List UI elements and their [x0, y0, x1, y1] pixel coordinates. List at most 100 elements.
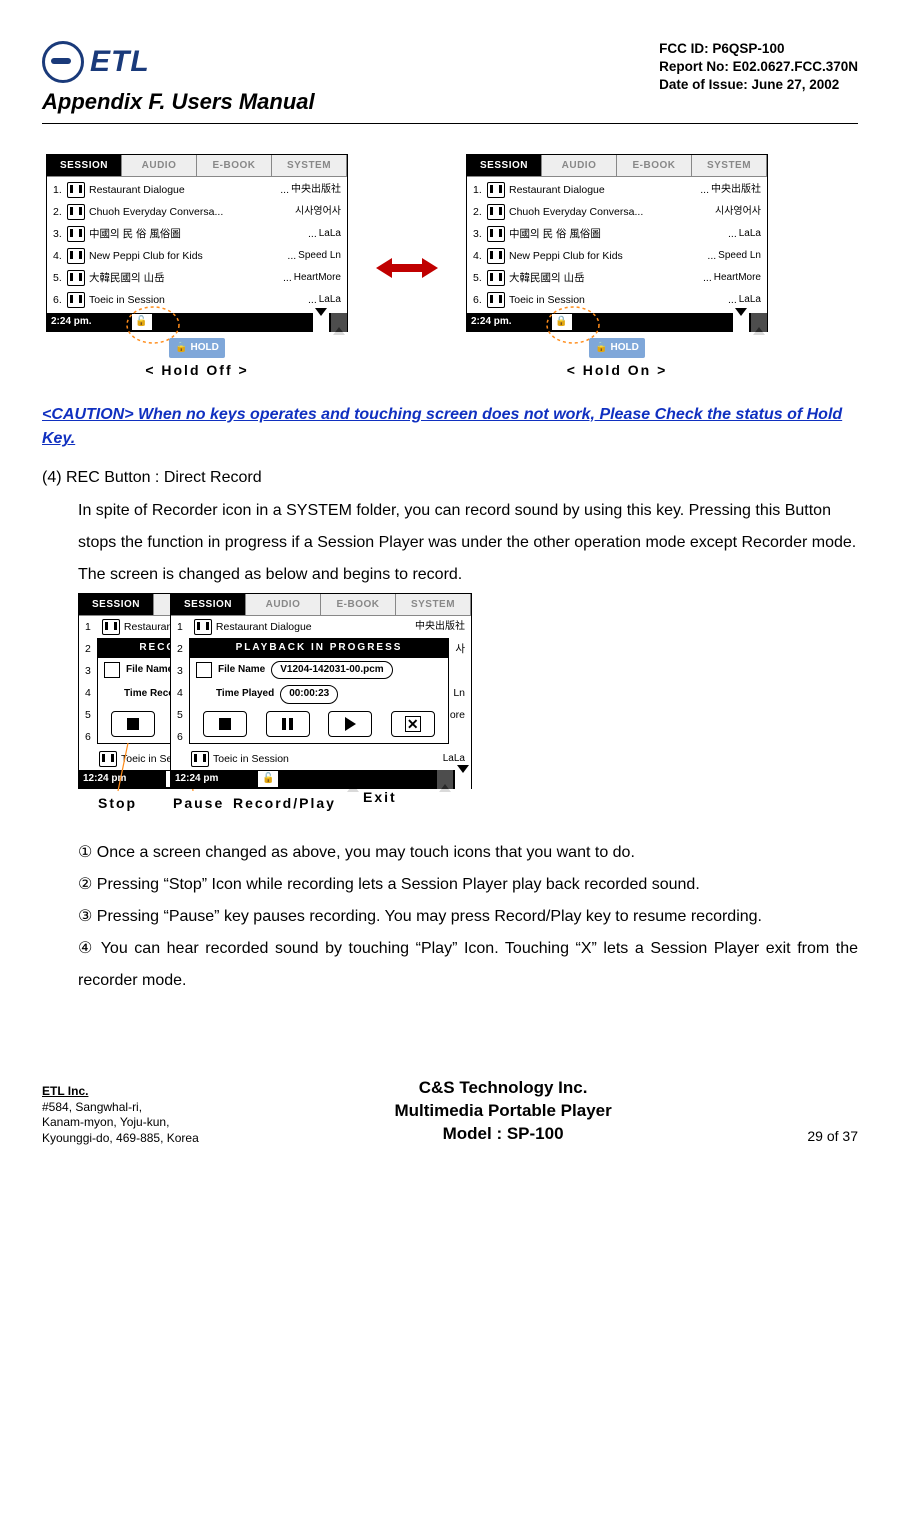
audio-file-icon: [487, 182, 505, 198]
play-button[interactable]: [328, 711, 372, 737]
list-item[interactable]: 3.中國의 民 俗 風俗圖...LaLa: [53, 223, 341, 245]
audio-file-icon: [487, 226, 505, 242]
footer-addr3: Kyounggi-do, 469-885, Korea: [42, 1131, 199, 1147]
scroll-up-icon[interactable]: [751, 313, 767, 332]
list-item[interactable]: 2.Chuoh Everyday Conversa...시사영어사: [53, 201, 341, 223]
status-time: 2:24 pm.: [471, 315, 512, 330]
caution-text: <CAUTION> When no keys operates and touc…: [42, 403, 858, 453]
rec-paragraph: In spite of Recorder icon in a SYSTEM fo…: [78, 495, 858, 591]
stop-button[interactable]: [203, 711, 247, 737]
list-item[interactable]: 3.中國의 民 俗 風俗圖...LaLa: [473, 223, 761, 245]
close-icon: ✕: [405, 716, 421, 732]
footer-center: C&S Technology Inc. Multimedia Portable …: [394, 1077, 611, 1146]
lock-open-icon: 🔓: [258, 771, 278, 787]
play-icon: [345, 717, 356, 731]
tab-ebook[interactable]: E-BOOK: [617, 155, 692, 177]
list-item[interactable]: 1.Restaurant Dialogue...中央出版社: [473, 179, 761, 201]
callouts: Stop Pause Record/Play Exit: [78, 793, 398, 811]
enum-4: ④ You can hear recorded sound by touchin…: [78, 933, 858, 997]
list-item[interactable]: 6.Toeic in Session...LaLa: [473, 289, 761, 311]
double-arrow-icon: [376, 256, 438, 280]
tab-audio[interactable]: AUDIO: [246, 594, 321, 616]
footer-addr1: #584, Sangwhal-ri,: [42, 1100, 199, 1116]
status-bar: 2:24 pm. 🔒: [467, 313, 767, 331]
list-item[interactable]: 5.大韓民國의 山岳...HeartMore: [53, 267, 341, 289]
list-item: 1 Restaurant Dialogue中央出版社: [171, 616, 471, 638]
scroll-down-icon[interactable]: [455, 770, 471, 789]
fcc-id: FCC ID: P6QSP-100: [659, 40, 858, 58]
enum-2: ② Pressing “Stop” Icon while recording l…: [78, 869, 858, 901]
file-name-label: File Name: [218, 663, 265, 678]
recorder-comparison: SESSION AUDIO E-BOOK SYSTEM 1 Restaurant…: [78, 593, 858, 793]
enum-1: ① Once a screen changed as above, you ma…: [78, 837, 858, 869]
list-item[interactable]: 4.New Peppi Club for Kids...Speed Ln: [473, 245, 761, 267]
tab-system[interactable]: SYSTEM: [692, 155, 767, 177]
audio-file-icon: [191, 751, 209, 767]
tab-session[interactable]: SESSION: [79, 594, 154, 616]
enumeration: ① Once a screen changed as above, you ma…: [78, 837, 858, 997]
pause-button[interactable]: [266, 711, 310, 737]
callout-pause: Pause: [173, 793, 224, 813]
status-bar: 2:24 pm. 🔓: [47, 313, 347, 331]
report-no: Report No: E02.0627.FCC.370N: [659, 58, 858, 76]
tabbar: SESSION AUDIO E-BOOK SYSTEM: [171, 594, 471, 616]
footer-product: Multimedia Portable Player: [394, 1100, 611, 1123]
audio-file-icon: [487, 270, 505, 286]
callout-stop: Stop: [98, 793, 137, 813]
audio-file-icon: [102, 619, 120, 635]
footer-left: ETL Inc. #584, Sangwhal-ri, Kanam-myon, …: [42, 1084, 199, 1146]
footer-model: Model : SP-100: [394, 1123, 611, 1146]
modal-title: PLAYBACK IN PROGRESS: [190, 639, 448, 658]
session-list: 1.Restaurant Dialogue...中央出版社 2.Chuoh Ev…: [47, 177, 347, 313]
logo-mark-icon: [42, 41, 84, 83]
appendix-title: Appendix F. Users Manual: [42, 86, 315, 118]
tab-system[interactable]: SYSTEM: [396, 594, 471, 616]
tab-session[interactable]: SESSION: [467, 155, 542, 177]
list-item[interactable]: 2.Chuoh Everyday Conversa...시사영어사: [473, 201, 761, 223]
list-item: Toeic in SessionLaLa: [171, 748, 471, 770]
audio-file-icon: [67, 270, 85, 286]
scroll-up-icon[interactable]: [437, 770, 453, 789]
scroll-down-icon[interactable]: [313, 313, 329, 332]
file-icon: [104, 662, 120, 678]
footer-company: ETL Inc.: [42, 1084, 199, 1100]
status-time: 12:24 pm: [175, 772, 218, 787]
audio-file-icon: [67, 248, 85, 264]
status-time: 2:24 pm.: [51, 315, 92, 330]
stop-button[interactable]: [111, 711, 155, 737]
footer: ETL Inc. #584, Sangwhal-ri, Kanam-myon, …: [42, 1077, 858, 1146]
row-numbers: 2 3 4 5 6: [177, 638, 183, 748]
audio-file-icon: [67, 226, 85, 242]
tab-system[interactable]: SYSTEM: [272, 155, 347, 177]
status-bar: 12:24 pm 🔓: [171, 770, 471, 788]
dashed-circle-icon: [123, 303, 183, 347]
scroll-down-icon[interactable]: [733, 313, 749, 332]
playback-modal: PLAYBACK IN PROGRESS File NameV1204-1420…: [189, 638, 449, 744]
tab-audio[interactable]: AUDIO: [542, 155, 617, 177]
hold-comparison: SESSION AUDIO E-BOOK SYSTEM 1.Restaurant…: [46, 154, 858, 380]
tab-session[interactable]: SESSION: [171, 594, 246, 616]
list-item[interactable]: 1.Restaurant Dialogue...中央出版社: [53, 179, 341, 201]
caption-hold-on: < Hold On >: [567, 360, 668, 380]
list-item[interactable]: 6.Toeic in Session...LaLa: [53, 289, 341, 311]
file-icon: [196, 662, 212, 678]
scroll-up-icon[interactable]: [331, 313, 347, 332]
audio-file-icon: [487, 204, 505, 220]
tab-session[interactable]: SESSION: [47, 155, 122, 177]
stop-icon: [219, 718, 231, 730]
row-numbers: 2 3 4 5 6: [85, 638, 91, 748]
caption-hold-off: < Hold Off >: [145, 360, 248, 380]
audio-file-icon: [67, 204, 85, 220]
list-item[interactable]: 4.New Peppi Club for Kids...Speed Ln: [53, 245, 341, 267]
footer-page: 29 of 37: [807, 1126, 858, 1146]
tab-audio[interactable]: AUDIO: [122, 155, 197, 177]
enum-3: ③ Pressing “Pause” key pauses recording.…: [78, 901, 858, 933]
audio-file-icon: [487, 248, 505, 264]
time-value: 00:00:23: [280, 685, 338, 704]
header-rule: [42, 123, 858, 124]
list-item[interactable]: 5.大韓民國의 山岳...HeartMore: [473, 267, 761, 289]
exit-button[interactable]: ✕: [391, 711, 435, 737]
tab-ebook[interactable]: E-BOOK: [197, 155, 272, 177]
tabbar: SESSION AUDIO E-BOOK SYSTEM: [467, 155, 767, 177]
tab-ebook[interactable]: E-BOOK: [321, 594, 396, 616]
